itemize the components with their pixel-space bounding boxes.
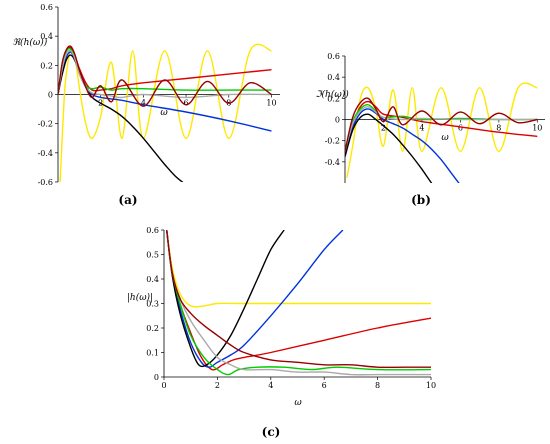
series-line-4 [58, 47, 272, 95]
y-tick-label: 0.6 [327, 52, 340, 61]
series-line-6 [345, 97, 538, 152]
x-axis-label: ω [160, 108, 168, 118]
y-tick-label: 0 [335, 116, 340, 125]
y-tick-label: -0.6 [38, 178, 53, 187]
series-line-6 [58, 45, 272, 107]
y-tick-label: 0.6 [40, 3, 53, 12]
x-tick-label: 0 [161, 381, 166, 390]
x-tick-label: 8 [496, 124, 501, 133]
y-tick-label: -0.2 [38, 120, 53, 129]
y-tick-label: -0.2 [325, 137, 340, 146]
series-line-4 [166, 230, 431, 376]
y-tick-label: 0.5 [146, 251, 159, 260]
x-tick-label: 4 [268, 381, 273, 390]
series-line-5 [58, 49, 272, 99]
x-tick-label: 2 [215, 381, 220, 390]
x-axis-label: ω [441, 133, 449, 143]
x-tick-label: 6 [458, 124, 463, 133]
series-line-2 [58, 51, 272, 132]
y-tick-label: -0.4 [325, 158, 340, 167]
panel-caption: (c) [262, 425, 281, 439]
series-line-2 [166, 230, 344, 368]
y-tick-label: 0.2 [146, 324, 159, 333]
series-line-5 [166, 230, 431, 376]
panel-b: -0.4 -0.2 0 0.2 0.4 0.6 2 4 6 8 10 ℑ(h(ω)) ω (b) [315, 52, 545, 207]
y-tick-label: 0.1 [146, 349, 159, 358]
panel-a: -0.6-0.4-0.200.20.40.62 4 6 8 10ℜ(h(ω))ω(a) [13, 3, 280, 207]
series-line-2 [345, 108, 460, 183]
x-tick-label: 10 [266, 99, 276, 108]
x-tick-label: 8 [375, 381, 380, 390]
panel-c: 0 0.1 0.2 0.3 0.4 0.5 0.6 0 2 4 6 8 10 |h(ω)| ω (c) [127, 226, 436, 439]
series-line-1 [166, 230, 431, 371]
series-line-3 [166, 230, 285, 368]
series-line-0 [346, 82, 538, 178]
y-tick-label: 0.4 [146, 275, 159, 284]
series-line-3 [345, 113, 433, 183]
y-axis-label: ℜ(h(ω)) [13, 37, 48, 48]
y-axis-label: |h(ω)| [127, 292, 153, 303]
y-tick-label: 0.2 [327, 94, 340, 103]
x-tick-label: 4 [141, 99, 146, 108]
x-axis-label: ω [294, 398, 302, 408]
panel-caption: (a) [118, 193, 137, 207]
y-tick-label: 0.2 [40, 61, 53, 70]
y-tick-label: 0.6 [146, 226, 159, 235]
x-tick-label: 10 [532, 124, 542, 133]
series-line-0 [166, 230, 431, 308]
x-tick-label: 6 [184, 99, 189, 108]
y-axis-label: ℑ(h(ω)) [315, 89, 349, 100]
series-line-1 [58, 46, 272, 95]
y-tick-label: -0.4 [38, 149, 53, 158]
series-line-6 [166, 230, 431, 369]
x-tick-label: 2 [381, 124, 386, 133]
y-tick-label: 0.3 [146, 300, 159, 309]
y-tick-label: 0 [154, 373, 159, 382]
series-line-3 [58, 54, 184, 182]
x-tick-label: 10 [426, 381, 436, 390]
series-line-5 [345, 106, 538, 152]
x-tick-label: 6 [322, 381, 327, 390]
y-tick-label: 0.4 [40, 32, 53, 41]
x-tick-label: 4 [419, 124, 424, 133]
y-tick-label: 0 [48, 91, 53, 100]
y-tick-label: 0.4 [327, 73, 340, 82]
panel-caption: (b) [411, 193, 431, 207]
